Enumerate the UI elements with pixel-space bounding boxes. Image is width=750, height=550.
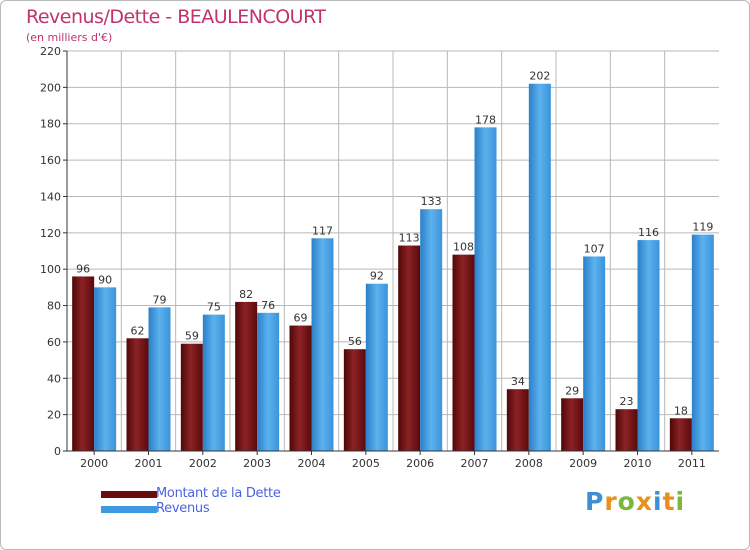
y-tick-label: 80 (47, 300, 61, 313)
bar-revenue-value-label: 79 (153, 293, 167, 306)
bar-debt (180, 343, 203, 451)
x-tick-label: 2010 (624, 457, 652, 470)
bar-revenue-value-label: 202 (529, 70, 550, 83)
bar-debt-value-label: 69 (294, 312, 308, 325)
bars-layer: 96 90 62 79 59 75 82 76 69 117 56 92 113 133 108 178 34 2… (72, 70, 714, 452)
bar-revenue (148, 307, 171, 451)
y-tick-label: 20 (47, 409, 61, 422)
x-tick-label: 2001 (135, 457, 163, 470)
x-tick-label: 2004 (298, 457, 326, 470)
logo-letter: i (675, 487, 686, 516)
bar-debt (398, 245, 421, 451)
logo-letter: x (635, 487, 653, 516)
bar-revenue-value-label: 90 (98, 273, 112, 286)
y-tick-label: 200 (40, 81, 61, 94)
logo-letter: t (662, 487, 676, 516)
bar-revenue (691, 234, 714, 451)
x-tick-label: 2009 (569, 457, 597, 470)
bar-revenue (420, 209, 443, 451)
y-tick-label: 160 (40, 154, 61, 167)
y-tick-label: 40 (47, 372, 61, 385)
bar-revenue (583, 256, 606, 451)
legend-label-revenue: Revenus (156, 501, 210, 516)
bar-debt-value-label: 59 (185, 330, 199, 343)
bar-debt-value-label: 29 (565, 384, 579, 397)
bar-debt-value-label: 96 (76, 262, 90, 275)
chart-subtitle: (en milliers d'€) (26, 31, 113, 44)
bar-debt (343, 349, 366, 451)
bar-revenue-value-label: 107 (584, 242, 605, 255)
bar-revenue-value-label: 117 (312, 224, 333, 237)
x-tick-label: 2011 (678, 457, 706, 470)
bar-debt (126, 338, 149, 451)
logo-letter: P (585, 487, 605, 516)
y-tick-label: 180 (40, 118, 61, 131)
bar-debt-value-label: 82 (239, 288, 253, 301)
bar-revenue (365, 283, 388, 451)
y-tick-label: 220 (40, 45, 61, 58)
bar-debt (289, 325, 312, 451)
bar-revenue-value-label: 76 (261, 299, 275, 312)
legend-swatch-revenue (101, 506, 157, 513)
x-tick-label: 2007 (461, 457, 489, 470)
logo-letter: o (617, 487, 636, 516)
bar-revenue-value-label: 75 (207, 301, 221, 314)
bar-debt (506, 389, 529, 451)
logo-letter: r (604, 487, 618, 516)
y-tick-label: 100 (40, 263, 61, 276)
axes-layer: 0 20 40 60 80 100 120 140 160 180 200 220 2000 2001 20… (40, 45, 719, 470)
chart-title: Revenus/Dette - BEAULENCOURT (26, 6, 326, 28)
logo-letter: i (653, 487, 663, 516)
bar-debt (235, 301, 258, 451)
bar-debt-value-label: 56 (348, 335, 362, 348)
bar-revenue-value-label: 178 (475, 113, 496, 126)
proxiti-logo: Proxiti (585, 487, 685, 516)
bar-revenue (257, 312, 280, 451)
bar-debt (669, 418, 692, 451)
x-tick-label: 2000 (80, 457, 108, 470)
grid-lines (67, 50, 719, 451)
bar-debt-value-label: 34 (511, 375, 525, 388)
x-tick-label: 2008 (515, 457, 543, 470)
bar-debt-value-label: 113 (399, 232, 420, 245)
y-tick-label: 60 (47, 336, 61, 349)
bar-revenue-value-label: 92 (370, 270, 384, 283)
bar-debt (615, 409, 638, 451)
bar-revenue (637, 240, 660, 451)
bar-revenue-value-label: 133 (421, 195, 442, 208)
bar-debt (72, 276, 95, 451)
bar-revenue-value-label: 116 (638, 226, 659, 239)
x-tick-label: 2006 (406, 457, 434, 470)
bar-debt-value-label: 23 (620, 395, 634, 408)
bar-debt-value-label: 108 (453, 241, 474, 254)
bar-debt (561, 398, 584, 451)
bar-debt (452, 254, 475, 451)
bar-debt-value-label: 18 (674, 404, 688, 417)
x-tick-label: 2003 (243, 457, 271, 470)
x-tick-label: 2005 (352, 457, 380, 470)
bar-revenue (311, 238, 334, 451)
bar-revenue (474, 127, 497, 451)
bar-revenue (94, 287, 117, 451)
legend-label-debt: Montant de la Dette (156, 486, 281, 501)
y-tick-label: 120 (40, 227, 61, 240)
bar-debt-value-label: 62 (131, 324, 145, 337)
y-tick-label: 140 (40, 190, 61, 203)
y-tick-label: 0 (54, 445, 61, 458)
bar-revenue-value-label: 119 (692, 221, 713, 234)
legend-swatch-debt (101, 491, 157, 498)
bar-revenue (528, 83, 551, 452)
x-tick-label: 2002 (189, 457, 217, 470)
bar-revenue (202, 314, 225, 451)
